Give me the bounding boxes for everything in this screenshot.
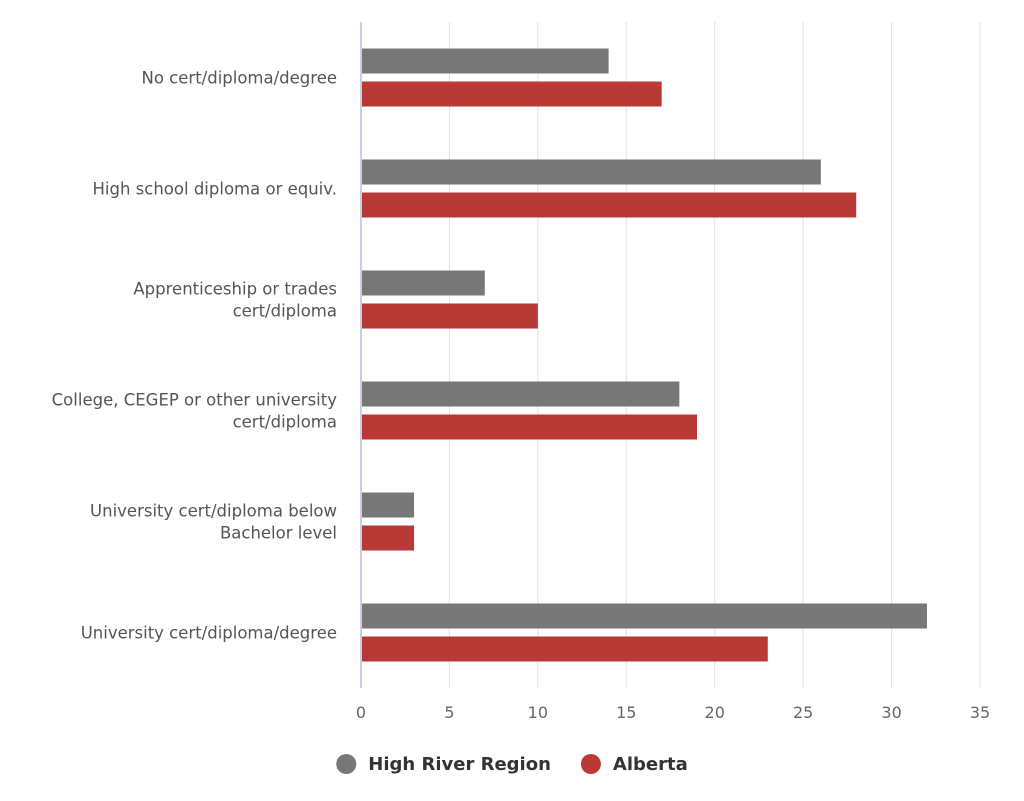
category-label: No cert/diploma/degree — [142, 69, 338, 88]
bar-alberta[interactable] — [362, 81, 662, 107]
category-label-line: cert/diploma — [233, 302, 337, 321]
x-tick-label: 0 — [356, 703, 366, 722]
x-tick-label: 25 — [793, 703, 813, 722]
category-labels: No cert/diploma/degree High school diplom… — [52, 69, 338, 643]
bar-alberta[interactable] — [362, 303, 538, 329]
x-tick-label: 15 — [616, 703, 636, 722]
x-tick-label: 35 — [970, 703, 990, 722]
bars — [362, 48, 927, 662]
category-label-line: Bachelor level — [220, 524, 337, 543]
category-label-line: cert/diploma — [233, 413, 337, 432]
bar-high-river-region[interactable] — [362, 48, 609, 74]
category-label-line: College, CEGEP or other university — [52, 391, 338, 410]
category-label-line: No cert/diploma/degree — [142, 69, 338, 88]
bar-high-river-region[interactable] — [362, 603, 927, 629]
category-label: University cert/diploma/degree — [81, 624, 337, 643]
category-label: Apprenticeship or trades cert/diploma — [133, 280, 337, 321]
category-label: University cert/diploma below Bachelor le… — [90, 502, 337, 543]
category-label-line: High school diploma or equiv. — [93, 180, 337, 199]
legend-item-alberta[interactable]: Alberta — [580, 754, 688, 775]
bar-alberta[interactable] — [362, 192, 857, 218]
bar-high-river-region[interactable] — [362, 159, 821, 185]
x-tick-label: 10 — [528, 703, 548, 722]
category-label: High school diploma or equiv. — [93, 180, 337, 199]
gridlines — [448, 22, 981, 688]
legend-marker — [580, 754, 601, 774]
legend-label: Alberta — [613, 754, 688, 775]
category-label: College, CEGEP or other university cert/d… — [52, 391, 338, 432]
x-tick-label: 5 — [444, 703, 454, 722]
x-tick-label: 20 — [705, 703, 725, 722]
legend-item-high-river-region[interactable]: High River Region — [336, 754, 551, 775]
x-tick-label: 30 — [881, 703, 901, 722]
legend[interactable]: High River Region Alberta — [336, 754, 688, 775]
legend-label: High River Region — [368, 754, 551, 775]
bar-alberta[interactable] — [362, 414, 698, 440]
category-label-line: University cert/diploma below — [90, 502, 337, 521]
category-label-line: Apprenticeship or trades — [133, 280, 337, 299]
category-label-line: University cert/diploma/degree — [81, 624, 337, 643]
bar-high-river-region[interactable] — [362, 381, 680, 407]
legend-marker — [336, 754, 357, 774]
bar-alberta[interactable] — [362, 636, 768, 662]
bar-high-river-region[interactable] — [362, 270, 485, 296]
x-tick-labels: 0 5 10 15 20 25 30 35 — [356, 703, 990, 722]
bar-alberta[interactable] — [362, 525, 415, 551]
bar-high-river-region[interactable] — [362, 492, 415, 518]
